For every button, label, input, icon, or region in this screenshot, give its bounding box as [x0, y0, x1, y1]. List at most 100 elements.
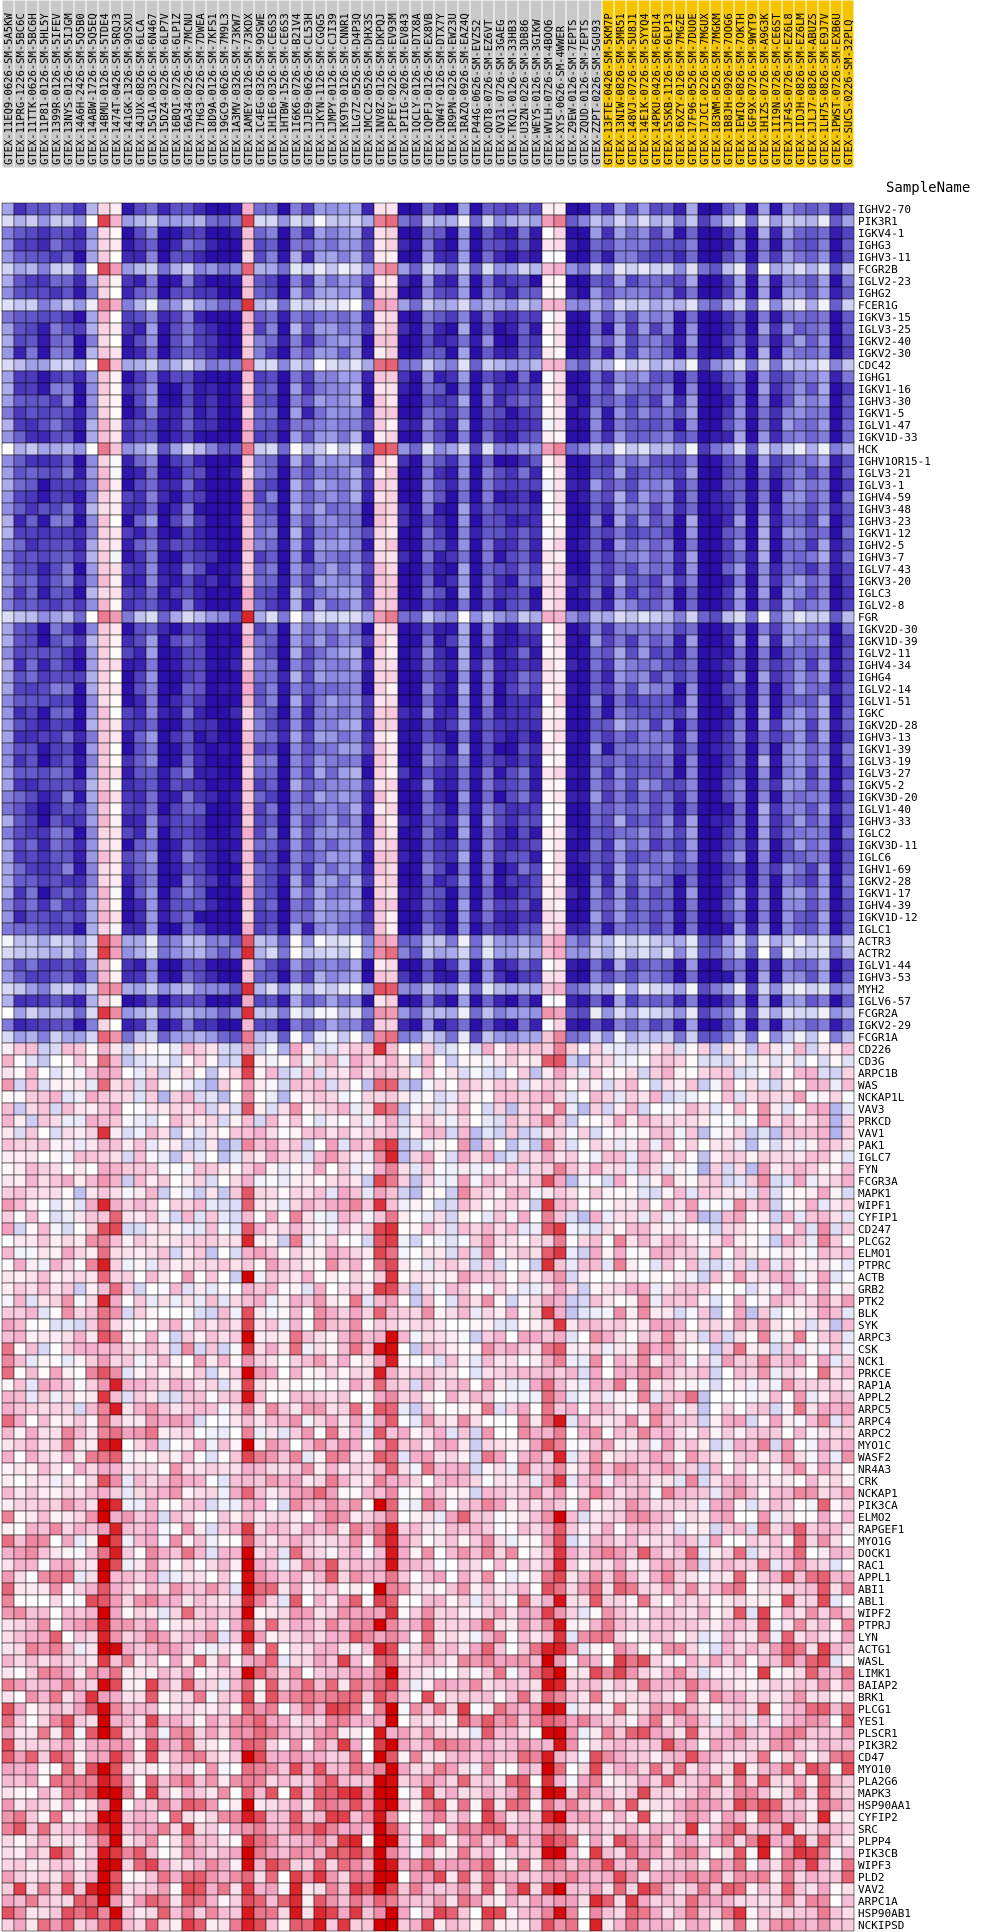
- heatmap-cell: [409, 430, 423, 444]
- heatmap-cell: [457, 262, 471, 276]
- heatmap-cell: [589, 550, 603, 564]
- heatmap-cell: [769, 226, 783, 240]
- heatmap-cell: [157, 994, 171, 1008]
- heatmap-cell: [649, 442, 663, 456]
- heatmap-cell: [649, 574, 663, 588]
- heatmap-cell: [625, 982, 639, 996]
- heatmap-cell: [757, 490, 771, 504]
- heatmap-cell: [757, 994, 771, 1008]
- heatmap-cell: [301, 958, 315, 972]
- heatmap-cell: [685, 286, 699, 300]
- heatmap-cell: [265, 718, 279, 732]
- heatmap-cell: [541, 286, 555, 300]
- heatmap-cell: [253, 1006, 267, 1020]
- heatmap-cell: [1, 742, 15, 756]
- heatmap-cell: [289, 358, 303, 372]
- heatmap-cell: [409, 382, 423, 396]
- heatmap-cell: [181, 454, 195, 468]
- heatmap-cell: [637, 838, 651, 852]
- heatmap-cell: [349, 766, 363, 780]
- heatmap-cell: [733, 466, 747, 480]
- heatmap-cell: [109, 538, 123, 552]
- heatmap-cell: [97, 466, 111, 480]
- column-label: GTEX-1QCLY-0126-SM-DTX8A: [411, 13, 423, 165]
- heatmap-cell: [229, 226, 243, 240]
- heatmap-cell: [529, 478, 543, 492]
- heatmap-cell: [625, 274, 639, 288]
- heatmap-cell: [589, 346, 603, 360]
- heatmap-cell: [97, 586, 111, 600]
- heatmap-cell: [217, 766, 231, 780]
- heatmap-cell: [49, 334, 63, 348]
- heatmap-cell: [505, 250, 519, 264]
- heatmap-cell: [133, 514, 147, 528]
- heatmap-cell: [13, 562, 27, 576]
- heatmap-cell: [601, 970, 615, 984]
- heatmap-cell: [553, 634, 567, 648]
- heatmap-cell: [253, 322, 267, 336]
- heatmap-cell: [841, 310, 855, 324]
- heatmap-cell: [481, 946, 495, 960]
- heatmap-cell: [469, 670, 483, 684]
- heatmap-cell: [373, 958, 387, 972]
- heatmap-cell: [373, 382, 387, 396]
- heatmap-cell: [457, 370, 471, 384]
- heatmap-cell: [817, 250, 831, 264]
- heatmap-cell: [385, 886, 399, 900]
- heatmap-cell: [133, 898, 147, 912]
- heatmap-cell: [37, 346, 51, 360]
- heatmap-cell: [313, 394, 327, 408]
- heatmap-cell: [685, 442, 699, 456]
- heatmap-cell: [325, 214, 339, 228]
- heatmap-cell: [493, 886, 507, 900]
- heatmap-cell: [685, 262, 699, 276]
- heatmap-cell: [793, 634, 807, 648]
- heatmap-cell: [109, 982, 123, 996]
- heatmap-cell: [181, 670, 195, 684]
- heatmap-cell: [625, 766, 639, 780]
- heatmap-cell: [1, 634, 15, 648]
- heatmap-cell: [385, 238, 399, 252]
- heatmap-cell: [301, 826, 315, 840]
- heatmap-cell: [733, 418, 747, 432]
- heatmap-cell: [385, 790, 399, 804]
- heatmap-cell: [637, 862, 651, 876]
- heatmap-cell: [493, 238, 507, 252]
- heatmap-cell: [289, 694, 303, 708]
- heatmap-cell: [781, 262, 795, 276]
- heatmap-cell: [793, 442, 807, 456]
- heatmap-cell: [709, 394, 723, 408]
- heatmap-cell: [229, 706, 243, 720]
- heatmap-cell: [493, 478, 507, 492]
- heatmap-cell: [49, 910, 63, 924]
- heatmap-cell: [85, 334, 99, 348]
- heatmap-cell: [433, 334, 447, 348]
- heatmap-cell: [217, 646, 231, 660]
- heatmap-cell: [121, 994, 135, 1008]
- heatmap-cell: [349, 394, 363, 408]
- heatmap-cell: [721, 850, 735, 864]
- heatmap-cell: [445, 262, 459, 276]
- heatmap-cell: [733, 226, 747, 240]
- heatmap-cell: [793, 610, 807, 624]
- heatmap-cell: [649, 418, 663, 432]
- heatmap-cell: [325, 514, 339, 528]
- heatmap-cell: [637, 970, 651, 984]
- heatmap-cell: [13, 646, 27, 660]
- heatmap-cell: [337, 838, 351, 852]
- heatmap-cell: [601, 574, 615, 588]
- heatmap-cell: [769, 478, 783, 492]
- heatmap-cell: [49, 982, 63, 996]
- heatmap-cell: [241, 622, 255, 636]
- heatmap-cell: [73, 610, 87, 624]
- heatmap-cell: [745, 262, 759, 276]
- heatmap-cell: [217, 502, 231, 516]
- heatmap-cell: [1, 802, 15, 816]
- heatmap-cell: [349, 1006, 363, 1020]
- heatmap-cell: [841, 826, 855, 840]
- heatmap-cell: [25, 418, 39, 432]
- heatmap-cell: [181, 790, 195, 804]
- heatmap-cell: [721, 910, 735, 924]
- heatmap-cell: [181, 346, 195, 360]
- heatmap-cell: [361, 958, 375, 972]
